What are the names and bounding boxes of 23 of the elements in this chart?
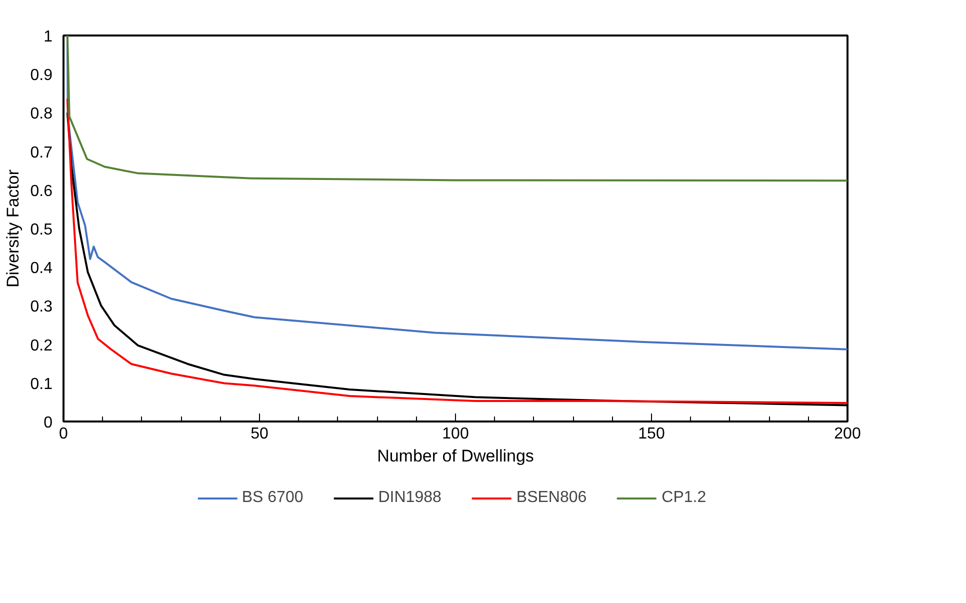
line-series — [66, 36, 848, 182]
y-tick-label: 0.3 — [30, 298, 53, 316]
y-tick-label: 0.4 — [30, 260, 53, 278]
x-tick-label: 50 — [250, 426, 268, 442]
y-tick-label: 0.6 — [30, 182, 53, 200]
legend-label: BSEN806 — [516, 489, 587, 507]
x-tick-label: 200 — [834, 426, 861, 442]
y-tick-label: 0.8 — [30, 106, 53, 123]
x-tick-label: 100 — [442, 426, 469, 442]
x-tick-label: 150 — [638, 426, 665, 442]
legend-label: BS 6700 — [242, 489, 304, 507]
y-tick-label: 1 — [44, 28, 53, 46]
legend-label: CP1.2 — [662, 489, 706, 507]
y-tick-label: 0 — [44, 414, 53, 432]
x-tick-label: 0 — [59, 426, 68, 442]
x-axis-title: Number of Dwellings — [377, 446, 534, 466]
y-axis-title: Diversity Factor — [3, 169, 22, 288]
y-tick-label: 0.9 — [30, 67, 53, 84]
y-tick-label: 0.2 — [30, 337, 53, 354]
y-tick-label: 0.7 — [30, 144, 53, 162]
y-tick-label: 0.1 — [30, 376, 53, 393]
y-tick-label: 0.5 — [30, 222, 53, 238]
legend-label: DIN1988 — [378, 489, 442, 507]
